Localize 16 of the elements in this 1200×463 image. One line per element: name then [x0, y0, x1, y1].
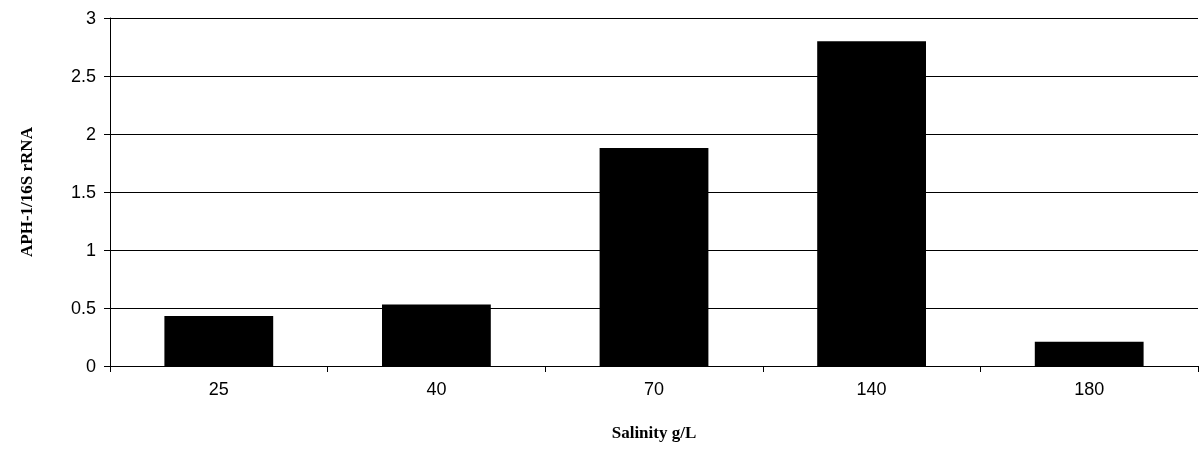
x-tick-label: 25	[208, 379, 229, 399]
x-tick-label: 140	[856, 379, 887, 399]
y-tick-label: 3	[85, 8, 96, 28]
x-tick-label: 70	[643, 379, 665, 399]
y-tick-label: 0	[85, 356, 96, 376]
y-tick-label: 0.5	[70, 298, 96, 318]
bar	[164, 316, 274, 366]
x-axis-title: Salinity g/L	[611, 423, 697, 442]
y-tick-label: 2.5	[70, 66, 96, 86]
y-axis-title: APH-1/16S rRNA	[17, 126, 36, 257]
x-tick-label: 180	[1074, 379, 1105, 399]
y-tick-label: 2	[85, 124, 96, 144]
x-tick-label: 40	[426, 379, 447, 399]
y-tick-label: 1.5	[70, 182, 96, 202]
y-tick-label: 1	[85, 240, 96, 260]
bar	[1034, 341, 1144, 366]
